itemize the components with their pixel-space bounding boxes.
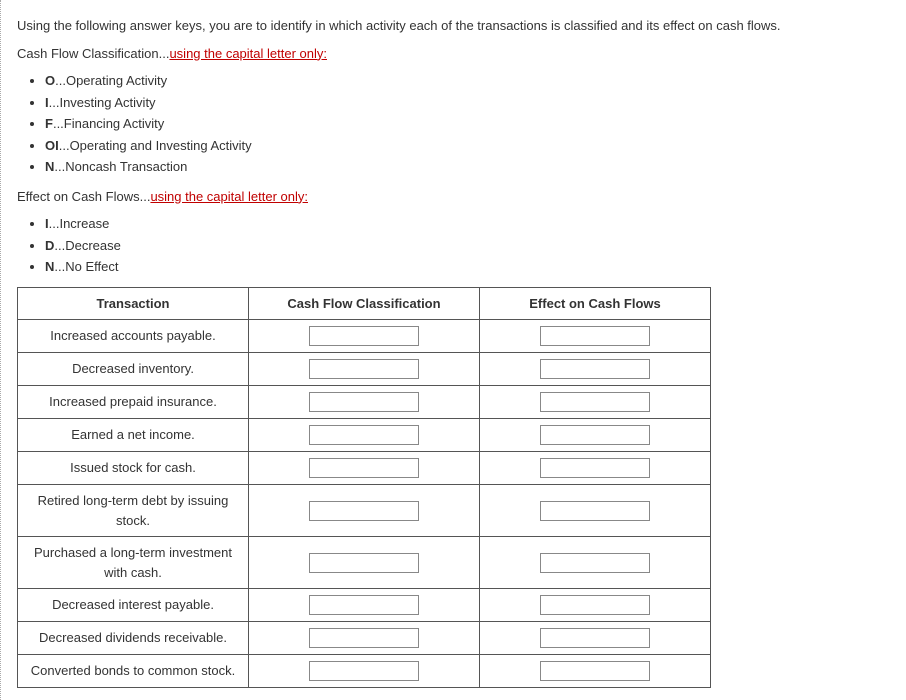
classification-cell <box>249 622 480 655</box>
list-item: I...Investing Activity <box>45 93 890 113</box>
effect-input[interactable] <box>540 326 650 346</box>
effect-input[interactable] <box>540 661 650 681</box>
list-item: F...Financing Activity <box>45 114 890 134</box>
transaction-cell: Decreased interest payable. <box>18 589 249 622</box>
key-label: ...No Effect <box>54 259 118 274</box>
transaction-cell: Increased prepaid insurance. <box>18 386 249 419</box>
effect-input[interactable] <box>540 628 650 648</box>
transaction-cell: Decreased dividends receivable. <box>18 622 249 655</box>
list-item: N...No Effect <box>45 257 890 277</box>
effect-heading-prefix: Effect on Cash Flows... <box>17 189 150 204</box>
key-label: ...Financing Activity <box>53 116 164 131</box>
effect-input[interactable] <box>540 425 650 445</box>
transaction-cell: Retired long-term debt by issuing stock. <box>18 485 249 537</box>
effect-input[interactable] <box>540 392 650 412</box>
key-code: D <box>45 238 54 253</box>
classification-cell <box>249 537 480 589</box>
table-row: Decreased dividends receivable. <box>18 622 711 655</box>
classification-input[interactable] <box>309 326 419 346</box>
classification-input[interactable] <box>309 501 419 521</box>
table-row: Purchased a long-term investment with ca… <box>18 537 711 589</box>
intro-text: Using the following answer keys, you are… <box>17 16 890 36</box>
transaction-cell: Decreased inventory. <box>18 353 249 386</box>
table-body: Increased accounts payable. Decreased in… <box>18 320 711 688</box>
classification-cell <box>249 452 480 485</box>
transactions-table: Transaction Cash Flow Classification Eff… <box>17 287 711 689</box>
header-effect: Effect on Cash Flows <box>480 287 711 320</box>
list-item: I...Increase <box>45 214 890 234</box>
key-code: N <box>45 159 54 174</box>
classification-cell <box>249 655 480 688</box>
list-item: O...Operating Activity <box>45 71 890 91</box>
key-code: OI <box>45 138 59 153</box>
key-label: ...Operating Activity <box>55 73 167 88</box>
table-row: Earned a net income. <box>18 419 711 452</box>
effect-cell <box>480 353 711 386</box>
transaction-cell: Converted bonds to common stock. <box>18 655 249 688</box>
classification-cell <box>249 589 480 622</box>
key-code: N <box>45 259 54 274</box>
effect-input[interactable] <box>540 595 650 615</box>
table-row: Increased prepaid insurance. <box>18 386 711 419</box>
effect-heading-suffix: using the capital letter only: <box>150 189 308 204</box>
classification-cell <box>249 386 480 419</box>
classification-input[interactable] <box>309 425 419 445</box>
list-item: D...Decrease <box>45 236 890 256</box>
table-row: Converted bonds to common stock. <box>18 655 711 688</box>
key-label: ...Operating and Investing Activity <box>59 138 252 153</box>
effect-input[interactable] <box>540 458 650 478</box>
classification-input[interactable] <box>309 359 419 379</box>
effect-key-list: I...Increase D...Decrease N...No Effect <box>17 214 890 277</box>
classification-key-list: O...Operating Activity I...Investing Act… <box>17 71 890 177</box>
table-header-row: Transaction Cash Flow Classification Eff… <box>18 287 711 320</box>
transaction-cell: Increased accounts payable. <box>18 320 249 353</box>
key-label: ...Noncash Transaction <box>54 159 187 174</box>
classification-cell <box>249 485 480 537</box>
classification-input[interactable] <box>309 458 419 478</box>
effect-input[interactable] <box>540 501 650 521</box>
effect-input[interactable] <box>540 553 650 573</box>
list-item: N...Noncash Transaction <box>45 157 890 177</box>
effect-cell <box>480 655 711 688</box>
effect-cell <box>480 622 711 655</box>
classification-cell <box>249 353 480 386</box>
classification-cell <box>249 419 480 452</box>
effect-cell <box>480 589 711 622</box>
list-item: OI...Operating and Investing Activity <box>45 136 890 156</box>
key-label: ...Decrease <box>54 238 120 253</box>
key-label: ...Increase <box>49 216 110 231</box>
effect-cell <box>480 452 711 485</box>
effect-input[interactable] <box>540 359 650 379</box>
transaction-cell: Earned a net income. <box>18 419 249 452</box>
classification-input[interactable] <box>309 392 419 412</box>
table-row: Increased accounts payable. <box>18 320 711 353</box>
effect-cell <box>480 485 711 537</box>
classification-input[interactable] <box>309 553 419 573</box>
effect-cell <box>480 320 711 353</box>
table-row: Issued stock for cash. <box>18 452 711 485</box>
classification-input[interactable] <box>309 628 419 648</box>
effect-heading: Effect on Cash Flows...using the capital… <box>17 187 890 207</box>
header-transaction: Transaction <box>18 287 249 320</box>
effect-cell <box>480 419 711 452</box>
classification-input[interactable] <box>309 661 419 681</box>
transaction-cell: Purchased a long-term investment with ca… <box>18 537 249 589</box>
key-label: ...Investing Activity <box>49 95 156 110</box>
classification-input[interactable] <box>309 595 419 615</box>
classification-cell <box>249 320 480 353</box>
classification-heading-prefix: Cash Flow Classification... <box>17 46 169 61</box>
transaction-cell: Issued stock for cash. <box>18 452 249 485</box>
effect-cell <box>480 386 711 419</box>
key-code: F <box>45 116 53 131</box>
table-row: Decreased inventory. <box>18 353 711 386</box>
classification-heading: Cash Flow Classification...using the cap… <box>17 44 890 64</box>
classification-heading-suffix: using the capital letter only: <box>169 46 327 61</box>
table-row: Decreased interest payable. <box>18 589 711 622</box>
effect-cell <box>480 537 711 589</box>
key-code: O <box>45 73 55 88</box>
header-classification: Cash Flow Classification <box>249 287 480 320</box>
table-row: Retired long-term debt by issuing stock. <box>18 485 711 537</box>
